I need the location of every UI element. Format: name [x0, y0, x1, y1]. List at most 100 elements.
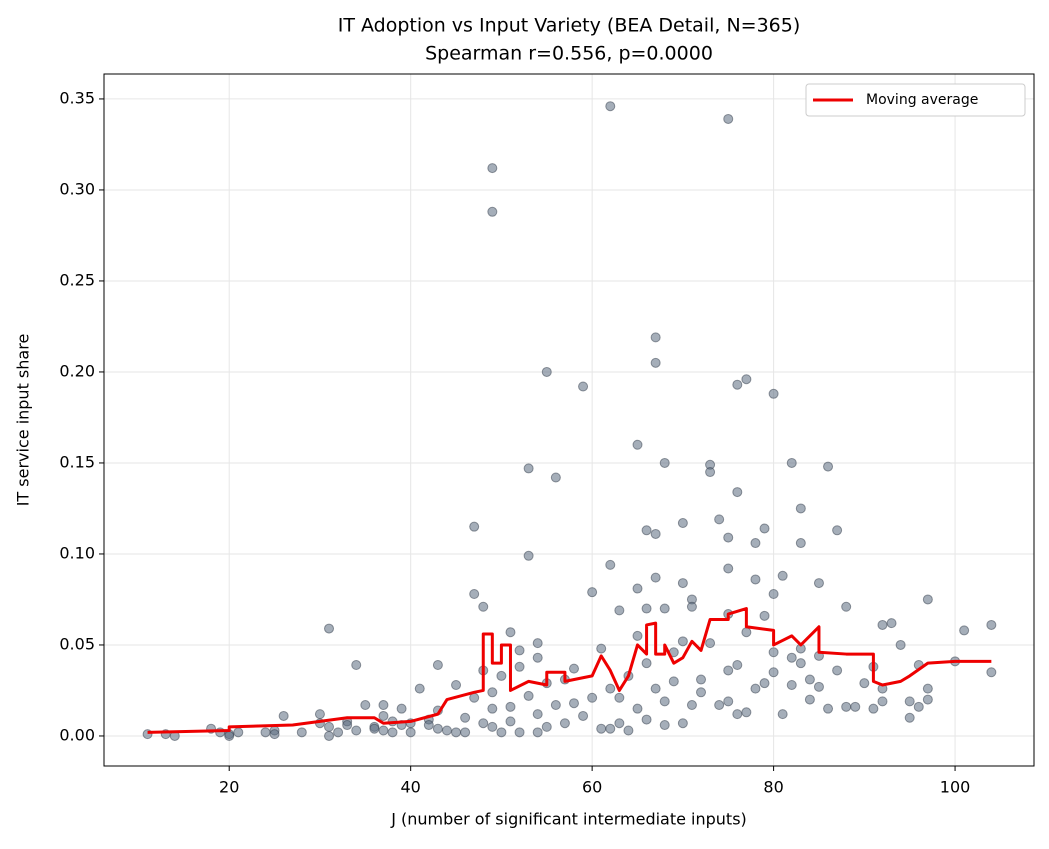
- point: [850, 701, 861, 712]
- point: [296, 727, 307, 738]
- point: [705, 467, 716, 478]
- point: [523, 463, 534, 474]
- point: [632, 630, 643, 641]
- point: [986, 667, 997, 678]
- y-tick-label: 0.35: [59, 88, 95, 107]
- plot-frame: [103, 73, 1035, 767]
- point: [387, 727, 398, 738]
- point: [532, 709, 543, 720]
- point: [768, 388, 779, 399]
- point: [650, 357, 661, 368]
- point: [795, 538, 806, 549]
- point: [686, 700, 697, 711]
- point: [823, 461, 834, 472]
- chart-subtitle: Spearman r=0.556, p=0.0000: [425, 43, 713, 65]
- point: [732, 659, 743, 670]
- point: [913, 701, 924, 712]
- point: [523, 550, 534, 561]
- point: [505, 701, 516, 712]
- point: [650, 528, 661, 539]
- point: [605, 101, 616, 112]
- y-axis-label: IT service input share: [14, 334, 33, 507]
- point: [605, 683, 616, 694]
- point: [578, 710, 589, 721]
- point: [532, 638, 543, 649]
- point: [605, 559, 616, 570]
- point: [723, 696, 734, 707]
- point: [777, 570, 788, 581]
- point: [314, 709, 325, 720]
- point: [514, 645, 525, 656]
- point: [469, 589, 480, 600]
- point: [832, 525, 843, 536]
- point: [723, 532, 734, 543]
- point: [451, 680, 462, 691]
- point: [659, 457, 670, 468]
- point: [841, 601, 852, 612]
- point: [505, 627, 516, 638]
- point: [804, 674, 815, 685]
- point: [478, 718, 489, 729]
- point: [614, 605, 625, 616]
- point: [777, 709, 788, 720]
- x-tick-label: 60: [582, 778, 602, 797]
- point: [668, 676, 679, 687]
- legend-label: Moving average: [866, 92, 978, 108]
- point: [922, 594, 933, 605]
- point: [650, 572, 661, 583]
- point: [759, 678, 770, 689]
- point: [714, 514, 725, 525]
- point: [768, 667, 779, 678]
- point: [568, 698, 579, 709]
- legend-box: [805, 83, 1026, 117]
- point: [596, 643, 607, 654]
- point: [269, 729, 280, 740]
- point: [614, 718, 625, 729]
- point: [696, 687, 707, 698]
- x-tick-label: 80: [763, 778, 783, 797]
- point: [550, 472, 561, 483]
- point: [487, 703, 498, 714]
- point: [741, 374, 752, 385]
- point: [414, 683, 425, 694]
- point: [877, 619, 888, 630]
- point: [641, 525, 652, 536]
- point: [795, 503, 806, 514]
- point: [378, 710, 389, 721]
- point: [587, 587, 598, 598]
- point: [324, 721, 335, 732]
- point: [768, 589, 779, 600]
- point: [868, 703, 879, 714]
- point: [523, 690, 534, 701]
- point: [532, 652, 543, 663]
- point: [260, 727, 271, 738]
- point: [478, 601, 489, 612]
- point: [432, 723, 443, 734]
- point: [786, 680, 797, 691]
- point: [741, 707, 752, 718]
- point: [714, 700, 725, 711]
- point: [632, 583, 643, 594]
- point: [795, 658, 806, 669]
- point: [378, 700, 389, 711]
- point: [451, 727, 462, 738]
- point: [396, 703, 407, 714]
- point: [750, 683, 761, 694]
- point: [460, 727, 471, 738]
- point: [496, 727, 507, 738]
- point: [351, 659, 362, 670]
- chart-title: IT Adoption vs Input Variety (BEA Detail…: [338, 15, 801, 37]
- point: [750, 574, 761, 585]
- point: [705, 638, 716, 649]
- point: [596, 723, 607, 734]
- x-tick-label: 20: [219, 778, 239, 797]
- point: [677, 578, 688, 589]
- point: [786, 652, 797, 663]
- point: [532, 727, 543, 738]
- point: [324, 730, 335, 741]
- point: [469, 521, 480, 532]
- point: [732, 487, 743, 498]
- point: [904, 712, 915, 723]
- point: [487, 687, 498, 698]
- point: [659, 720, 670, 731]
